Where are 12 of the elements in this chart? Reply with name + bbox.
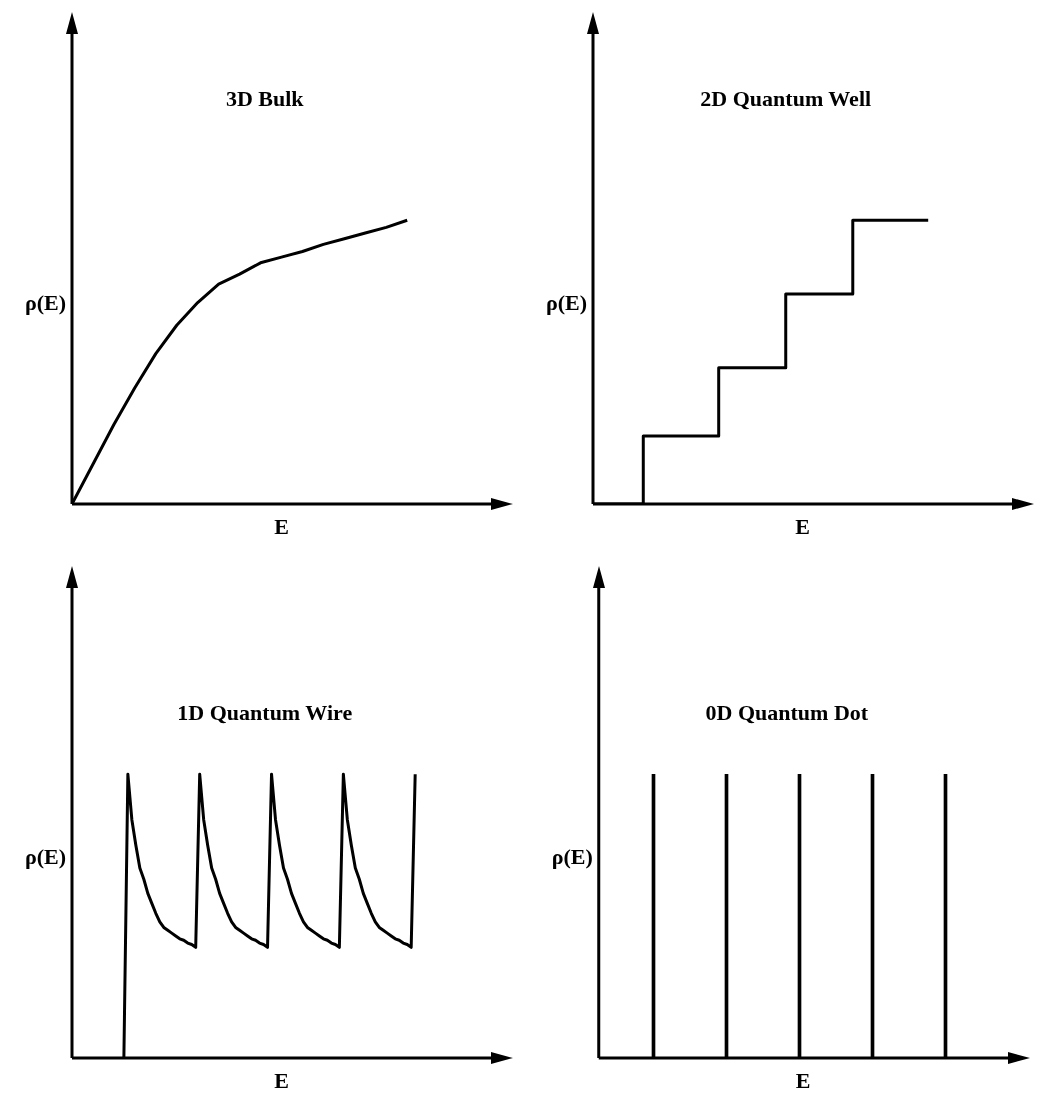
chart-title: 2D Quantum Well xyxy=(700,85,872,111)
y-axis-title: ρ(E) xyxy=(24,843,66,869)
chart-title: 0D Quantum Dot xyxy=(705,699,869,725)
y-axis-title: ρ(E) xyxy=(551,843,593,869)
x-axis-title: E xyxy=(795,513,810,539)
chart-title: 3D Bulk xyxy=(225,85,305,111)
y-axis-title: ρ(E) xyxy=(24,289,66,315)
x-axis-title: E xyxy=(795,1067,811,1093)
x-axis-title: E xyxy=(274,513,289,539)
chart-title: 1D Quantum Wire xyxy=(177,699,353,725)
x-axis-title: E xyxy=(274,1067,289,1093)
y-axis-title: ρ(E) xyxy=(545,289,587,315)
